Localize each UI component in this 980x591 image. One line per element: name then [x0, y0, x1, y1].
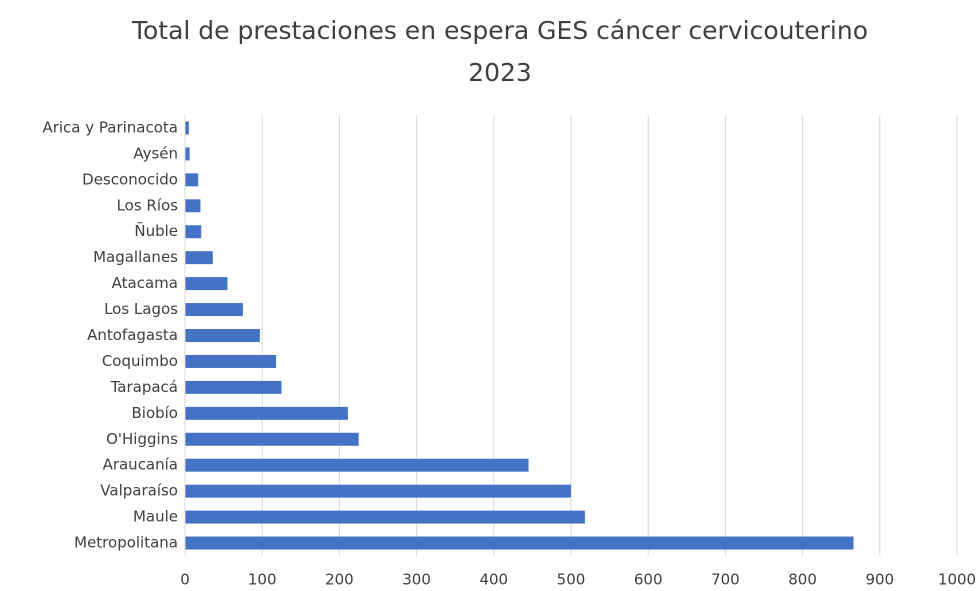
bar: [185, 406, 348, 420]
y-tick-label: Antofagasta: [87, 326, 178, 344]
y-tick-label: Biobío: [131, 404, 178, 422]
x-tick-label: 0: [180, 571, 190, 589]
y-tick-label: Los Ríos: [117, 196, 179, 214]
bar: [185, 199, 201, 213]
x-tick-label: 600: [634, 571, 663, 589]
x-tick-label: 900: [865, 571, 894, 589]
bar: [185, 484, 571, 498]
y-tick-label: Coquimbo: [102, 352, 178, 370]
y-tick-label: Maule: [133, 508, 178, 526]
bar: [185, 458, 529, 472]
bar: [185, 121, 189, 135]
y-tick-label: Valparaíso: [100, 482, 178, 500]
x-tick-label: 100: [248, 571, 277, 589]
y-tick-label: Araucanía: [103, 456, 178, 474]
x-tick-label: 200: [325, 571, 354, 589]
bar: [185, 354, 277, 368]
y-tick-label: Ñuble: [134, 221, 178, 240]
bar: [185, 329, 260, 342]
y-tick-label: Metropolitana: [74, 534, 178, 552]
bar: [185, 432, 359, 446]
y-tick-label: Atacama: [112, 274, 178, 292]
bar: [185, 251, 213, 265]
x-tick-label: 300: [402, 571, 431, 589]
bar: [185, 510, 585, 524]
y-tick-label: Los Lagos: [104, 300, 178, 318]
x-tick-label: 400: [479, 571, 508, 589]
x-tick-label: 1000: [938, 571, 976, 589]
bar: [185, 303, 243, 317]
bar: [185, 536, 854, 550]
y-tick-label: Tarapacá: [110, 378, 178, 396]
x-tick-label: 500: [557, 571, 586, 589]
y-tick-label: Arica y Parinacota: [42, 118, 178, 136]
y-tick-label: Desconocido: [82, 170, 178, 188]
y-tick-label: Aysén: [133, 144, 178, 162]
y-tick-label: Magallanes: [93, 248, 178, 266]
chart-title: Total de prestaciones en espera GES cánc…: [131, 16, 869, 87]
y-tick-label: O'Higgins: [106, 430, 178, 448]
x-tick-label: 800: [788, 571, 817, 589]
bar: [185, 277, 228, 291]
x-tick-label: 700: [711, 571, 740, 589]
bar: [185, 380, 282, 394]
bar: [185, 225, 202, 239]
bar: [185, 147, 190, 161]
bar: [185, 173, 199, 187]
